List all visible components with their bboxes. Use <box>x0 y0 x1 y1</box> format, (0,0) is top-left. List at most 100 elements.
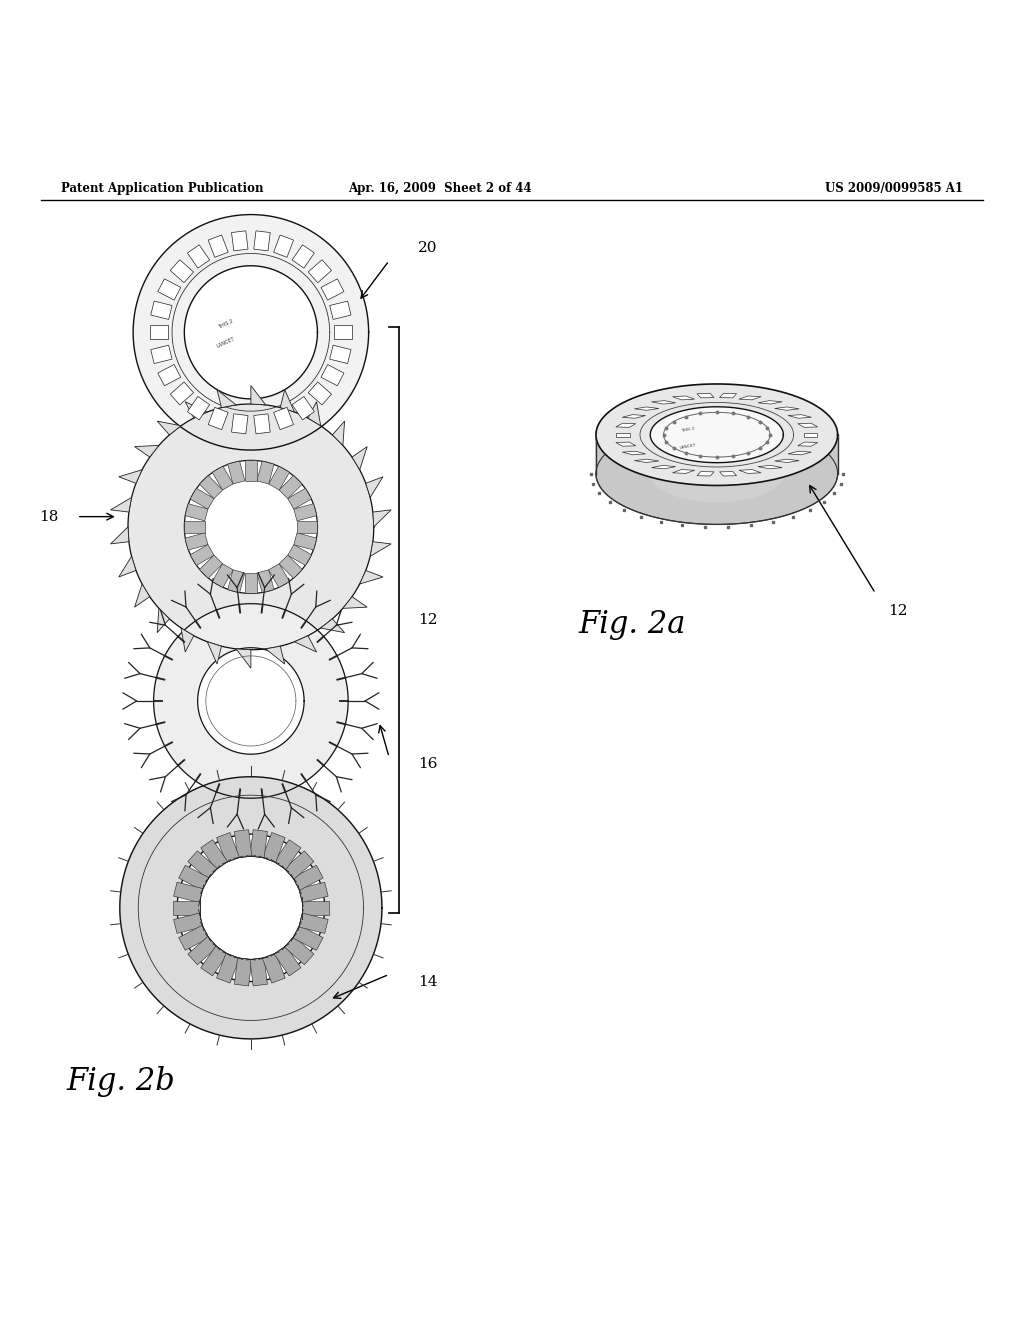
Polygon shape <box>293 925 324 950</box>
Polygon shape <box>352 446 368 470</box>
Polygon shape <box>212 564 233 587</box>
Polygon shape <box>299 913 328 933</box>
Text: 12: 12 <box>888 603 907 618</box>
Polygon shape <box>280 475 302 499</box>
Polygon shape <box>151 301 172 319</box>
Polygon shape <box>173 900 200 915</box>
Polygon shape <box>274 946 301 975</box>
Polygon shape <box>623 414 645 418</box>
Polygon shape <box>200 475 222 499</box>
Polygon shape <box>274 840 301 870</box>
Polygon shape <box>330 301 351 319</box>
Polygon shape <box>198 648 304 754</box>
Polygon shape <box>201 840 227 870</box>
Polygon shape <box>268 564 290 587</box>
Polygon shape <box>596 422 838 524</box>
Polygon shape <box>154 603 348 799</box>
Polygon shape <box>292 244 314 268</box>
Text: 12: 12 <box>418 612 437 627</box>
Polygon shape <box>373 510 391 527</box>
Text: Patent Application Publication: Patent Application Publication <box>61 182 264 195</box>
Polygon shape <box>651 400 676 404</box>
Polygon shape <box>185 504 208 521</box>
Text: LANCET: LANCET <box>215 337 236 348</box>
Polygon shape <box>178 925 209 950</box>
Polygon shape <box>190 545 214 565</box>
Polygon shape <box>181 628 194 652</box>
Polygon shape <box>227 570 245 593</box>
Polygon shape <box>119 470 142 483</box>
Polygon shape <box>217 389 237 408</box>
Polygon shape <box>254 413 270 434</box>
Polygon shape <box>134 583 150 607</box>
Polygon shape <box>673 396 694 400</box>
Polygon shape <box>151 346 172 363</box>
Polygon shape <box>128 404 374 649</box>
Polygon shape <box>111 498 131 512</box>
Polygon shape <box>185 401 207 418</box>
Polygon shape <box>268 466 290 490</box>
Polygon shape <box>212 466 233 490</box>
Polygon shape <box>635 407 658 411</box>
Polygon shape <box>292 396 314 420</box>
Text: Fig. 2b: Fig. 2b <box>67 1067 175 1097</box>
Polygon shape <box>231 413 248 434</box>
Polygon shape <box>174 913 203 933</box>
Text: Fig. 2a: Fig. 2a <box>579 609 686 640</box>
Polygon shape <box>758 466 782 469</box>
Polygon shape <box>185 533 208 550</box>
Polygon shape <box>234 830 252 858</box>
Polygon shape <box>596 384 838 486</box>
Polygon shape <box>281 389 295 412</box>
Polygon shape <box>157 421 181 434</box>
Polygon shape <box>157 609 169 632</box>
Polygon shape <box>720 471 736 477</box>
Polygon shape <box>217 833 240 862</box>
Polygon shape <box>334 325 352 339</box>
Polygon shape <box>651 466 676 469</box>
Polygon shape <box>178 866 209 891</box>
Polygon shape <box>333 421 345 445</box>
Polygon shape <box>134 445 159 457</box>
Polygon shape <box>250 958 267 986</box>
Polygon shape <box>798 424 818 428</box>
Polygon shape <box>201 946 227 975</box>
Polygon shape <box>616 433 630 437</box>
Polygon shape <box>245 461 257 480</box>
Polygon shape <box>257 461 274 484</box>
Polygon shape <box>623 451 645 455</box>
Polygon shape <box>177 834 325 982</box>
Polygon shape <box>187 244 210 268</box>
Polygon shape <box>200 556 222 578</box>
Polygon shape <box>308 381 332 405</box>
Polygon shape <box>635 459 658 462</box>
Polygon shape <box>217 953 240 983</box>
Polygon shape <box>294 504 316 521</box>
Polygon shape <box>133 215 369 450</box>
Polygon shape <box>250 830 267 858</box>
Polygon shape <box>321 279 344 300</box>
Polygon shape <box>775 407 799 411</box>
Polygon shape <box>321 619 345 632</box>
Text: US 2009/0099585 A1: US 2009/0099585 A1 <box>824 182 963 195</box>
Text: Apr. 16, 2009  Sheet 2 of 44: Apr. 16, 2009 Sheet 2 of 44 <box>348 182 532 195</box>
Polygon shape <box>302 900 329 915</box>
Polygon shape <box>245 573 257 594</box>
Polygon shape <box>208 235 228 257</box>
Text: THIS 2: THIS 2 <box>681 426 695 433</box>
Polygon shape <box>120 776 382 1039</box>
Polygon shape <box>170 260 194 282</box>
Polygon shape <box>321 364 344 385</box>
Polygon shape <box>288 545 311 565</box>
Polygon shape <box>615 442 636 446</box>
Polygon shape <box>111 527 129 544</box>
Polygon shape <box>343 597 368 609</box>
Polygon shape <box>265 647 285 664</box>
Polygon shape <box>174 882 203 903</box>
Polygon shape <box>285 851 314 879</box>
Polygon shape <box>359 570 383 583</box>
Polygon shape <box>697 393 714 397</box>
Polygon shape <box>257 570 274 593</box>
Polygon shape <box>280 556 302 578</box>
Text: LANCET: LANCET <box>679 444 697 450</box>
